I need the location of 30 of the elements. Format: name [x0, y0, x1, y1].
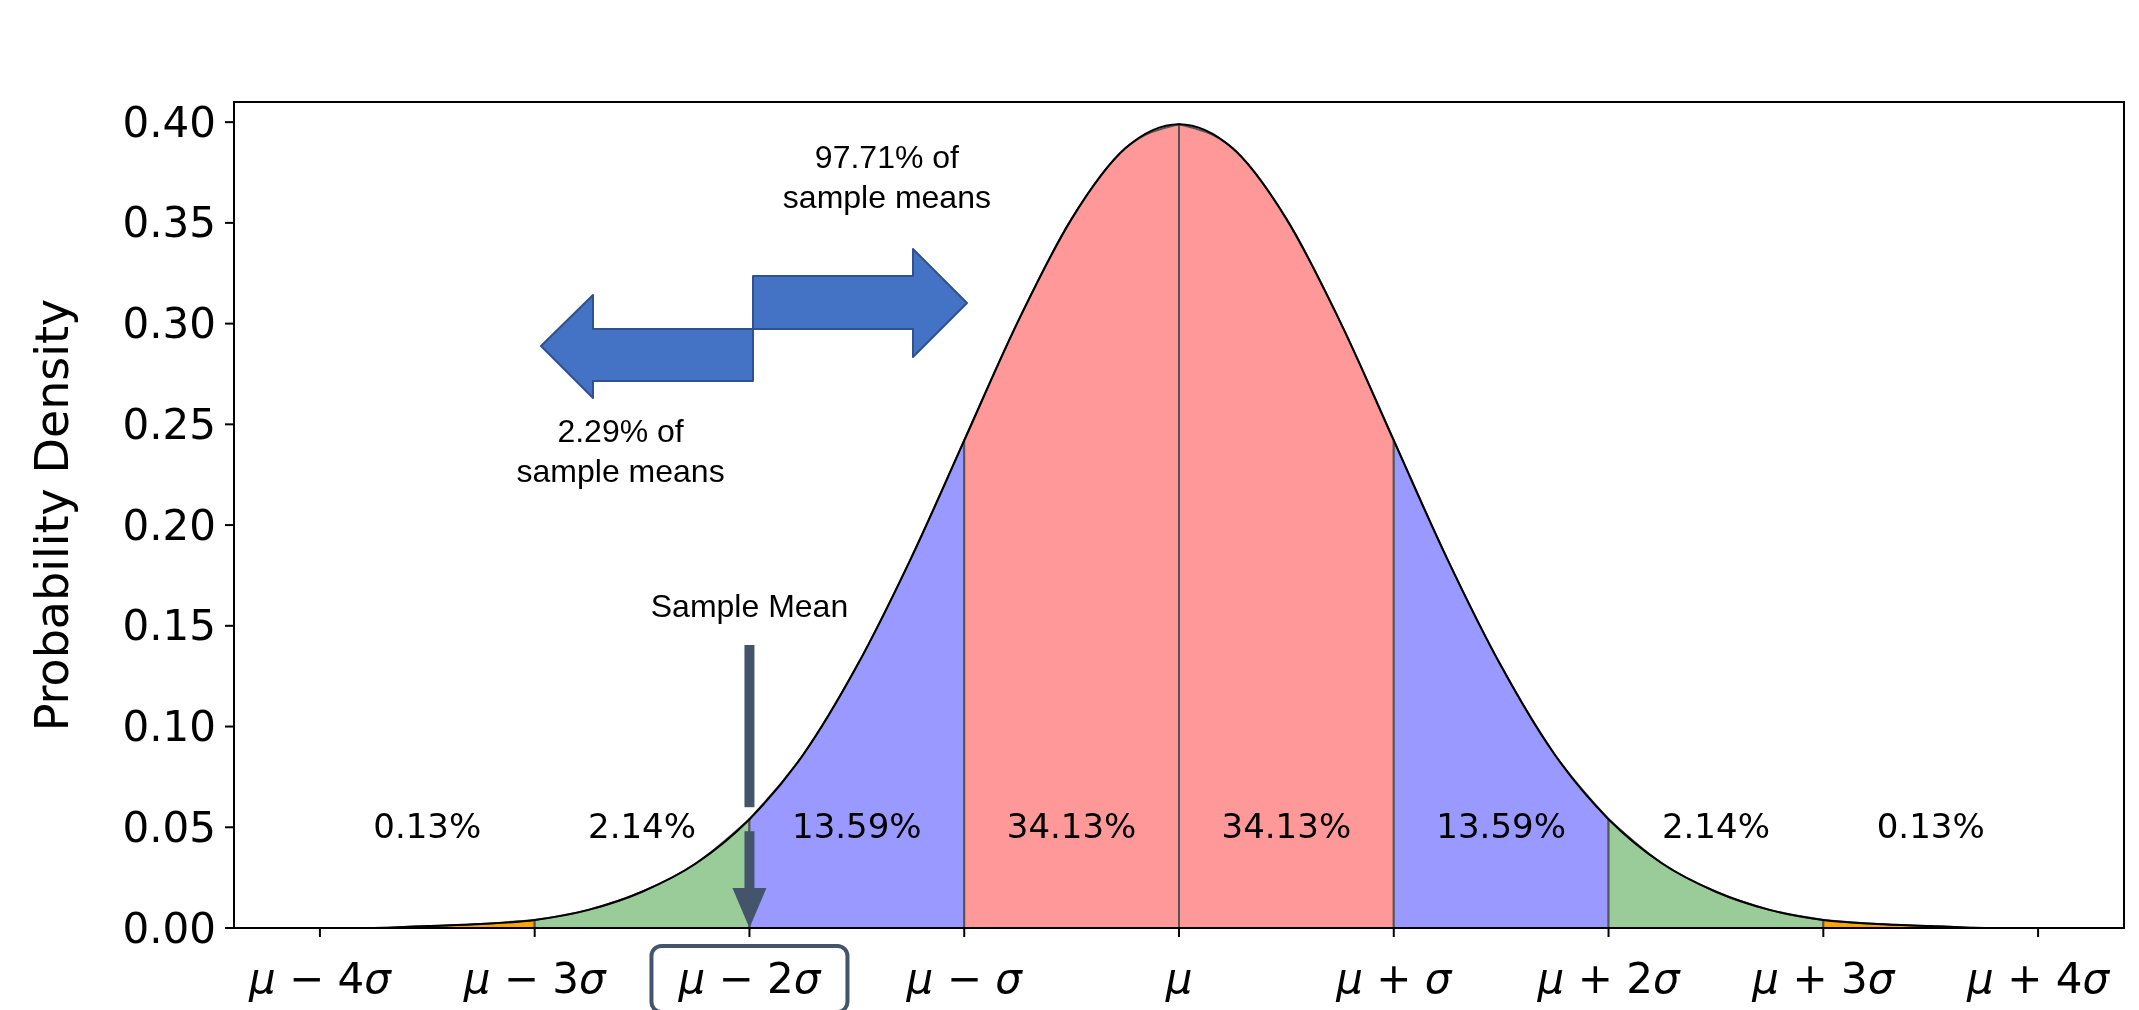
- x-tick-label: μ − 3σ: [462, 953, 608, 1003]
- y-tick-label: 0.05: [122, 802, 216, 852]
- annotation: 2.29% of sample means: [516, 412, 725, 489]
- annotation: 34.13%: [1221, 806, 1352, 847]
- annotation: 13.59%: [1436, 806, 1566, 847]
- x-tick-label: μ + σ: [1335, 953, 1453, 1003]
- annotation: Sample Mean: [650, 587, 849, 624]
- y-tick-label: 0.25: [122, 399, 216, 449]
- y-tick-label: 0.15: [122, 601, 216, 651]
- y-axis-title: Probability Density: [25, 298, 79, 732]
- x-tick-label: μ + 3σ: [1751, 953, 1896, 1003]
- annotation: 2.14%: [1661, 806, 1770, 847]
- annotation: 0.13%: [1876, 806, 1985, 847]
- y-tick-label: 0.10: [122, 702, 216, 752]
- y-tick-label: 0.30: [122, 299, 216, 349]
- annotation: 0.13%: [373, 806, 482, 847]
- x-tick-label: μ + 4σ: [1966, 953, 2111, 1003]
- annotation: 2.14%: [588, 806, 697, 847]
- annotation: 13.59%: [792, 806, 922, 847]
- x-tick-label: μ − 2σ: [677, 953, 822, 1003]
- x-tick-label: μ: [1164, 953, 1193, 1003]
- x-tick-label: μ + 2σ: [1536, 953, 1681, 1003]
- annotation: 97.71% of sample means: [782, 138, 991, 215]
- annotation: 34.13%: [1006, 806, 1137, 847]
- y-tick-label: 0.35: [122, 198, 216, 248]
- x-tick-label: μ − 4σ: [247, 953, 393, 1003]
- y-tick-label: 0.20: [122, 500, 216, 550]
- y-tick-label: 0.00: [122, 903, 216, 953]
- y-tick-label: 0.40: [122, 97, 216, 147]
- x-tick-label: μ − σ: [905, 953, 1024, 1003]
